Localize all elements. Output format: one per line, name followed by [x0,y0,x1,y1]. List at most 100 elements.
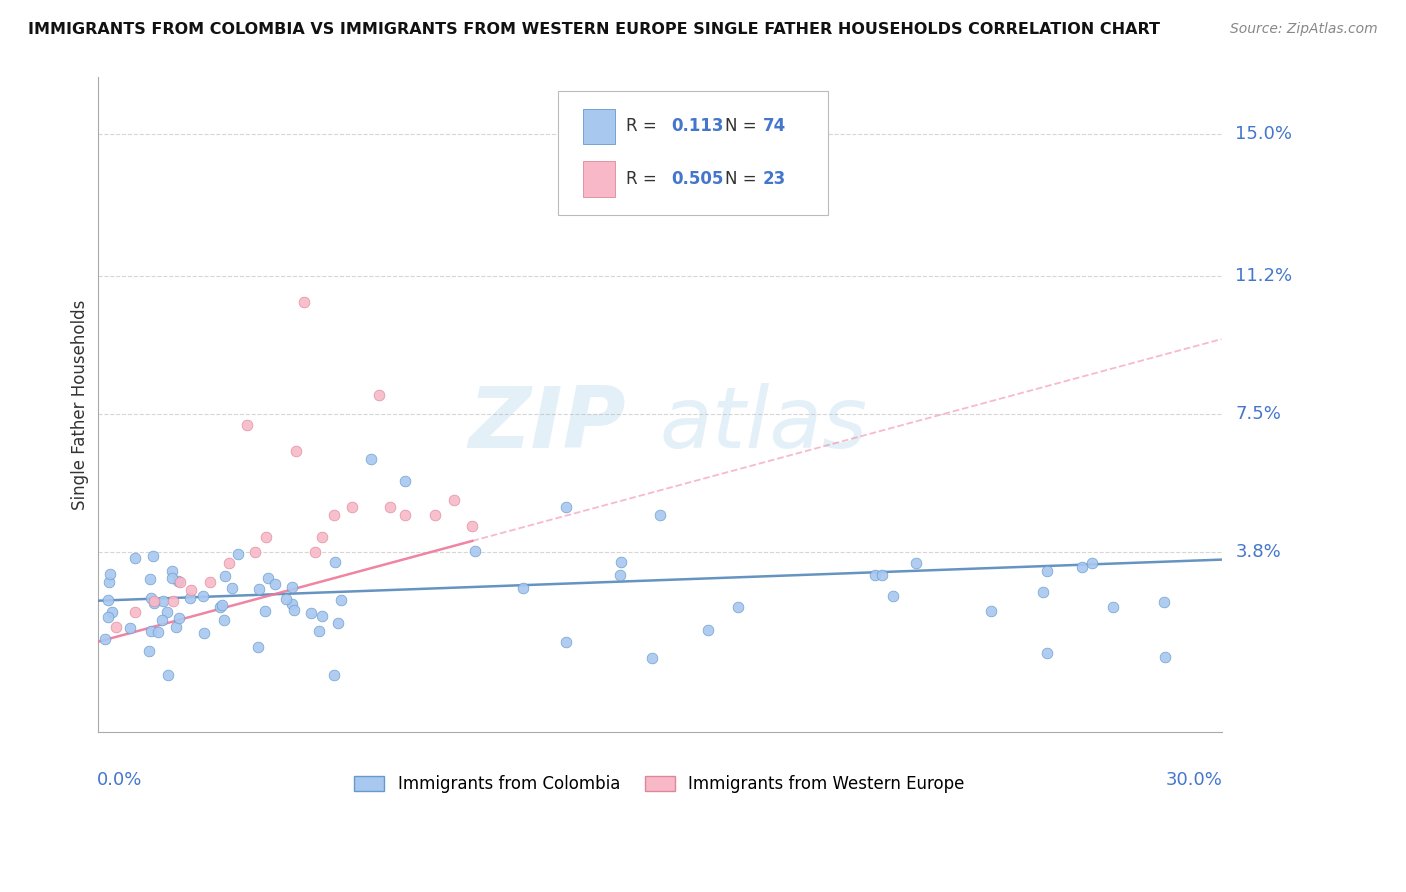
Point [285,444,308,458]
Point [512,581,534,595]
Point [139,624,162,638]
Point [142,593,165,607]
Point [247,640,270,654]
Point [360,451,382,466]
Point [329,592,352,607]
Point [696,623,718,637]
Point [226,547,249,561]
Point [101,605,124,619]
Point [165,620,187,634]
Point [283,602,305,616]
Point [218,557,240,571]
Point [118,621,141,635]
Point [280,580,302,594]
Point [980,604,1002,618]
Point [326,615,349,630]
Text: N =: N = [724,118,762,136]
Point [169,575,191,590]
Point [648,508,671,522]
Point [1102,599,1125,614]
Text: 7.5%: 7.5% [1236,405,1281,423]
Point [378,500,401,515]
Text: R =: R = [626,118,662,136]
Point [554,500,576,515]
Point [100,566,122,581]
Point [276,591,298,606]
Point [299,606,322,620]
Point [152,594,174,608]
Point [322,508,344,522]
Point [394,508,416,522]
Point [221,581,243,595]
Point [211,599,233,613]
Point [124,551,146,566]
Point [641,651,664,665]
Text: 15.0%: 15.0% [1236,125,1292,143]
Text: 0.505: 0.505 [671,169,723,188]
Point [156,668,179,682]
Point [254,605,277,619]
Point [247,582,270,596]
Text: ZIP: ZIP [468,383,626,466]
Point [236,418,259,433]
Point [342,500,364,515]
Point [160,571,183,585]
Text: 3.8%: 3.8% [1236,543,1281,561]
Text: 74: 74 [763,118,786,136]
Point [323,668,346,682]
Point [281,597,304,611]
Point [1154,649,1177,664]
Point [464,543,486,558]
Point [1035,565,1057,579]
Text: N =: N = [724,169,762,188]
Point [610,555,633,569]
Point [423,508,446,522]
Text: 0.113: 0.113 [671,118,723,136]
FancyBboxPatch shape [558,90,828,215]
Point [1032,585,1054,599]
Y-axis label: Single Father Households: Single Father Households [72,300,89,509]
Point [193,589,215,603]
Point [167,574,190,588]
Point [98,574,121,589]
Point [311,530,333,544]
Point [150,613,173,627]
Point [461,519,484,533]
Text: 0.0%: 0.0% [97,771,142,789]
Point [609,568,631,582]
Point [1035,646,1057,660]
Point [139,572,162,586]
Point [863,567,886,582]
Point [1153,595,1175,609]
Point [323,555,346,569]
Point [139,591,162,605]
Point [198,575,221,590]
Point [179,591,201,605]
Point [143,596,166,610]
Point [304,545,326,559]
Point [105,620,128,634]
Point [872,567,894,582]
Point [243,545,266,559]
Point [311,609,333,624]
Point [443,492,465,507]
Point [156,605,179,619]
Text: 23: 23 [763,169,786,188]
Point [97,593,120,607]
Point [308,624,330,638]
Point [367,388,389,402]
Point [167,610,190,624]
Point [180,582,202,597]
Text: IMMIGRANTS FROM COLOMBIA VS IMMIGRANTS FROM WESTERN EUROPE SINGLE FATHER HOUSEHO: IMMIGRANTS FROM COLOMBIA VS IMMIGRANTS F… [28,22,1160,37]
Text: 30.0%: 30.0% [1166,771,1223,789]
Point [254,530,277,544]
Point [142,549,165,563]
Point [97,610,120,624]
Point [209,600,232,615]
Point [292,294,315,309]
Point [1081,556,1104,570]
Point [904,556,927,570]
Point [555,635,578,649]
Point [193,626,215,640]
Point [394,474,416,488]
